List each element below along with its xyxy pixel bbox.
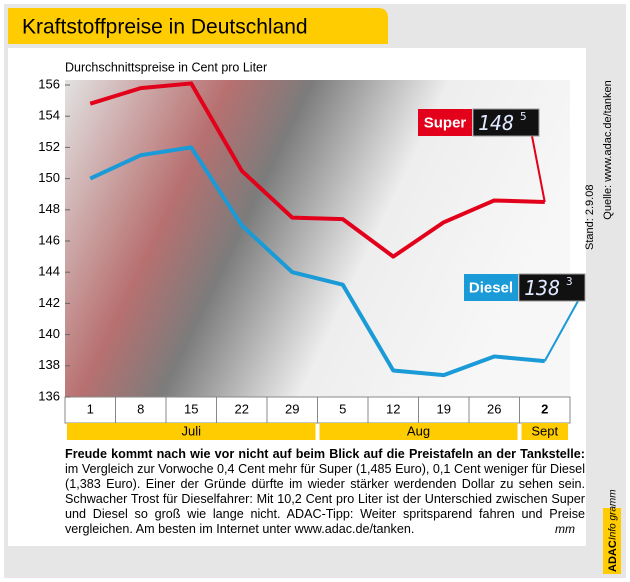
series-label-box: [418, 109, 472, 136]
price-display-sup: 5: [520, 110, 527, 123]
y-tick-label: 148: [38, 201, 60, 216]
y-tick-label: 154: [38, 108, 60, 123]
header-bar: [8, 8, 388, 44]
x-tick-label: 22: [235, 401, 249, 416]
x-tick-label: 2: [541, 401, 548, 416]
y-tick-label: 156: [38, 76, 60, 91]
caption: Freude kommt nach wie vor nicht auf beim…: [65, 447, 585, 537]
month-label: Juli: [181, 423, 201, 438]
y-tick-label: 140: [38, 326, 60, 341]
caption-bold: Freude kommt nach wie vor nicht auf beim…: [65, 447, 585, 461]
y-axis-label: Durchschnittspreise in Cent pro Liter: [65, 60, 267, 74]
series-line: [89, 145, 545, 378]
x-tick-label: 29: [285, 401, 299, 416]
series-label-box: [464, 274, 518, 301]
y-tick-label: 146: [38, 232, 60, 247]
brand: ADAC: [607, 540, 619, 572]
x-tick-label: 8: [137, 401, 144, 416]
y-tick-label: 136: [38, 388, 60, 403]
series-line: [89, 81, 545, 259]
price-display-sup: 3: [566, 275, 573, 288]
label-connector: [531, 135, 546, 203]
price-display: [518, 273, 586, 302]
source-label: Quelle: www.adac.de/tanken: [602, 80, 614, 219]
chart-title: Kraftstoffpreise in Deutschland: [22, 16, 308, 39]
price-display-main: 138: [524, 276, 560, 300]
y-tick-label: 138: [38, 357, 60, 372]
y-tick-label: 152: [38, 139, 60, 154]
month-bar: [521, 423, 568, 440]
brand-suffix: Info gramm: [608, 489, 619, 540]
y-tick-label: 150: [38, 170, 60, 185]
x-tick-label: 15: [184, 401, 198, 416]
month-bar: [319, 423, 518, 440]
x-tick-label: 12: [386, 401, 400, 416]
y-tick-label: 142: [38, 295, 60, 310]
legend-label: Diesel: [469, 279, 513, 296]
x-tick-label: 26: [487, 401, 501, 416]
stand-label: Stand: 2.9.08: [584, 185, 596, 250]
x-tick-label: 5: [339, 401, 346, 416]
price-display-main: 148: [478, 111, 514, 135]
legend-label: Super: [424, 114, 467, 131]
month-label: Sept: [531, 423, 558, 438]
author: mm: [555, 522, 575, 536]
month-label: Aug: [407, 423, 430, 438]
x-tick-label: 1: [87, 401, 94, 416]
y-tick-label: 144: [38, 264, 60, 279]
caption-text: im Vergleich zur Vorwoche 0,4 Cent mehr …: [65, 462, 585, 536]
price-display: [472, 108, 540, 137]
month-bar: [67, 423, 316, 440]
label-connector: [543, 300, 579, 362]
x-tick-label: 19: [437, 401, 451, 416]
brand-box: [603, 508, 621, 574]
